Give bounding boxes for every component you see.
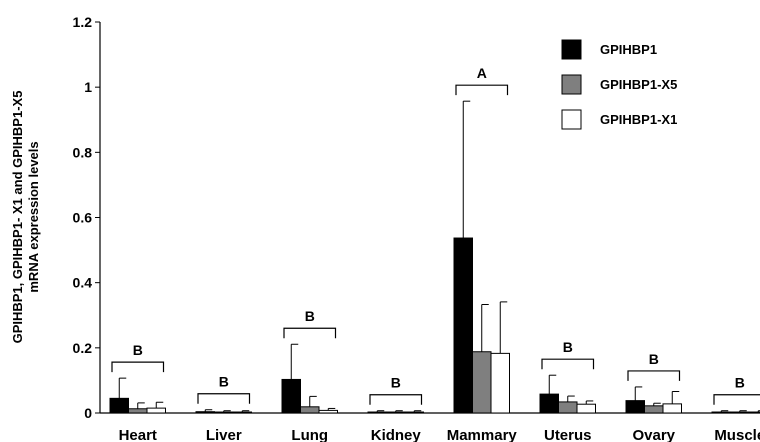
y-axis-label-line: GPIHBP1, GPIHBP1- X1 and GPIHBP1-X5 xyxy=(10,91,25,344)
y-tick-label: 1 xyxy=(84,79,92,95)
group-letter: B xyxy=(133,342,143,358)
bar xyxy=(625,400,645,414)
legend-label: GPIHBP1-X1 xyxy=(600,112,677,127)
bar xyxy=(662,403,682,414)
bar xyxy=(404,411,424,414)
legend: GPIHBP1 GPIHBP1-X5 GPIHBP1-X1 xyxy=(561,39,677,130)
x-tick-label: Uterus xyxy=(544,427,592,442)
x-tick-label: Lung xyxy=(291,427,328,442)
bar xyxy=(711,411,731,414)
group-letter: B xyxy=(735,375,745,391)
legend-label: GPIHBP1-X5 xyxy=(600,77,677,92)
bar xyxy=(748,411,760,414)
legend-swatch xyxy=(561,39,582,60)
bar xyxy=(490,352,510,414)
x-ticks: Heart Liver Lung Kidney Mammary Uterus Ovary Mu… xyxy=(119,427,760,442)
group-letter: B xyxy=(649,351,659,367)
group-bracket xyxy=(369,394,423,405)
group-letter: A xyxy=(477,65,487,81)
y-tick-label: 0.8 xyxy=(73,144,93,160)
bar xyxy=(109,397,129,414)
x-tick-label: Muscle xyxy=(714,427,760,442)
legend-swatch xyxy=(561,109,582,130)
group-letter: B xyxy=(391,375,401,391)
group-letter: B xyxy=(563,339,573,355)
error-bars xyxy=(118,100,760,413)
y-tick-label: 0.2 xyxy=(73,340,93,356)
y-tick-label: 1.2 xyxy=(73,14,93,30)
y-ticks: 0 0.2 0.4 0.6 0.8 1 1.2 xyxy=(73,14,100,421)
bar xyxy=(195,411,215,414)
legend-swatch xyxy=(561,74,582,95)
x-tick-label: Mammary xyxy=(447,427,518,442)
group-bracket xyxy=(111,361,165,373)
group-bracket xyxy=(197,393,251,404)
legend-label: GPIHBP1 xyxy=(600,42,657,57)
bar xyxy=(318,409,338,414)
bars xyxy=(109,237,760,414)
x-tick-label: Heart xyxy=(119,427,157,442)
bar xyxy=(300,406,320,414)
group-bracket xyxy=(627,370,681,381)
bar xyxy=(644,405,664,414)
x-tick-label: Ovary xyxy=(632,427,675,442)
x-tick-label: Kidney xyxy=(371,427,422,442)
group-brackets: B B B B A B B B xyxy=(111,65,760,405)
bar xyxy=(730,411,750,414)
bar xyxy=(472,351,492,414)
group-bracket xyxy=(455,84,509,96)
bar xyxy=(386,411,406,414)
x-tick-label: Liver xyxy=(206,427,242,442)
bar xyxy=(146,407,166,414)
group-letter: B xyxy=(305,308,315,324)
y-tick-label: 0 xyxy=(84,405,92,421)
group-bracket xyxy=(713,394,760,405)
bar xyxy=(367,411,387,414)
bar xyxy=(558,401,578,414)
bar xyxy=(281,378,301,414)
group-bracket xyxy=(541,358,595,370)
group-bracket xyxy=(283,327,337,339)
bar xyxy=(232,411,252,414)
y-tick-label: 0.6 xyxy=(73,210,93,226)
bar xyxy=(214,411,234,414)
bar xyxy=(539,393,559,414)
group-letter: B xyxy=(219,374,229,390)
y-tick-label: 0.4 xyxy=(73,275,93,291)
y-axis-label: GPIHBP1, GPIHBP1- X1 and GPIHBP1-X5 mRNA … xyxy=(10,91,41,344)
y-axis-label-line: mRNA expression levels xyxy=(26,141,41,292)
bar xyxy=(453,237,473,414)
bar xyxy=(576,403,596,414)
bar xyxy=(128,408,148,414)
